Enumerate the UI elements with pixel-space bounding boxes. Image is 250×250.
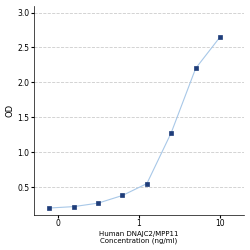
X-axis label: Human DNAJC2/MPP11
Concentration (ng/ml): Human DNAJC2/MPP11 Concentration (ng/ml) [99, 231, 179, 244]
Y-axis label: OD: OD [6, 104, 15, 117]
